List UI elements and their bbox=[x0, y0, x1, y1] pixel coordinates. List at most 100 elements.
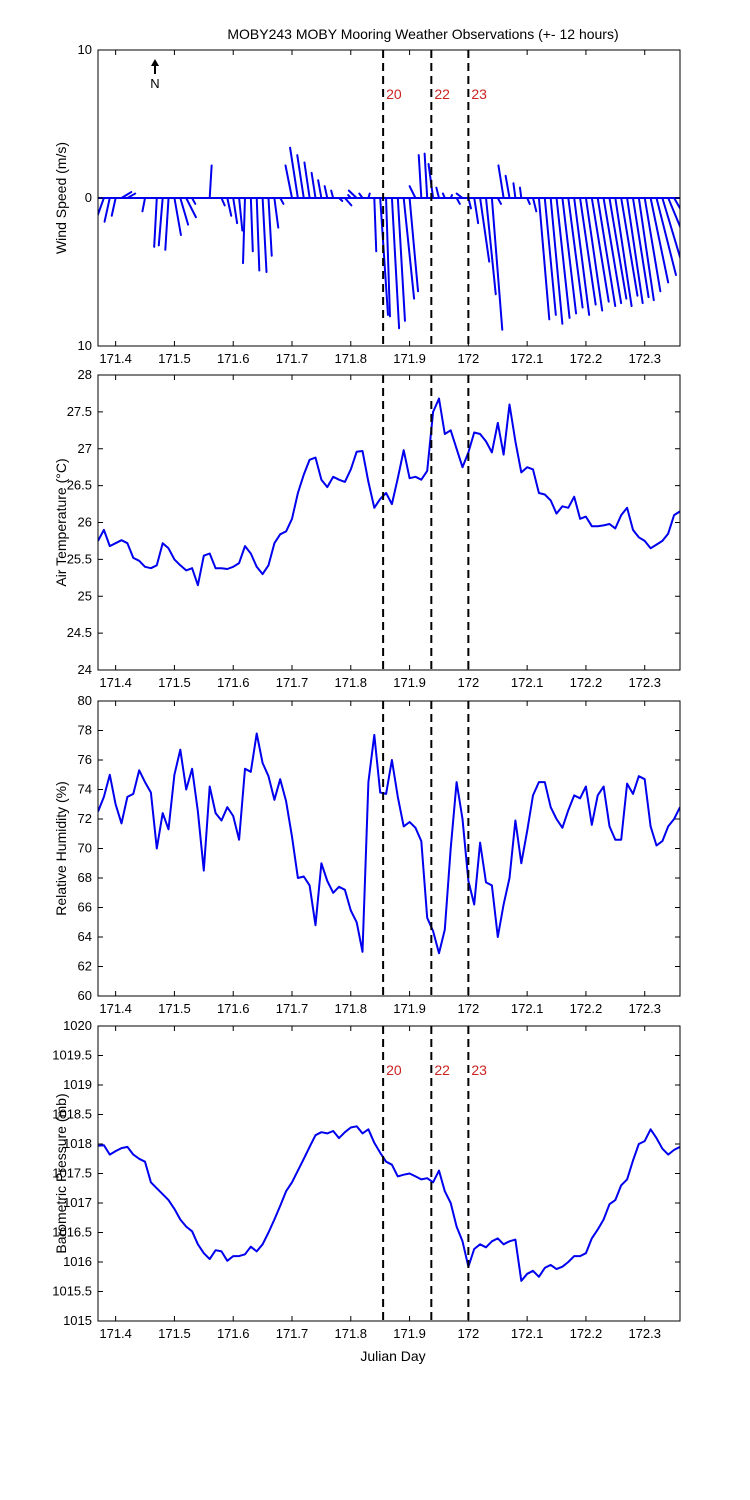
wind-vector bbox=[504, 174, 511, 199]
wind-vector bbox=[620, 197, 639, 297]
x-tick-label: 172.3 bbox=[628, 351, 661, 366]
x-tick-label: 171.9 bbox=[393, 351, 426, 366]
wind-vector bbox=[479, 197, 491, 263]
wind-vector bbox=[455, 192, 464, 199]
x-tick-label: 172.2 bbox=[570, 1326, 603, 1341]
wind-vector bbox=[379, 197, 389, 316]
y-tick-label: 1015 bbox=[63, 1313, 92, 1328]
wind-vector bbox=[296, 154, 305, 199]
north-arrowhead-icon bbox=[151, 59, 159, 66]
wind-vector bbox=[323, 185, 329, 199]
y-tick-label: 25.5 bbox=[67, 551, 92, 566]
y-axis-label: Air Temperature (°C) bbox=[53, 458, 69, 586]
wind-vector bbox=[567, 197, 584, 309]
y-tick-label: 1015.5 bbox=[52, 1284, 92, 1299]
wind-vector bbox=[249, 197, 254, 253]
wind-vector bbox=[343, 197, 353, 207]
event-label: 23 bbox=[471, 86, 487, 102]
y-tick-label: 25 bbox=[78, 588, 92, 603]
x-tick-label: 172 bbox=[458, 351, 480, 366]
event-label: 22 bbox=[434, 1062, 450, 1078]
wind-vector bbox=[455, 197, 461, 205]
y-tick-label: 62 bbox=[78, 959, 92, 974]
wind-vector bbox=[173, 197, 182, 236]
wind-vector bbox=[512, 182, 517, 199]
wind-vector bbox=[232, 197, 239, 225]
y-tick-label: 0 bbox=[85, 190, 92, 205]
x-tick-label: 172.3 bbox=[628, 675, 661, 690]
wind-vector bbox=[596, 197, 617, 308]
wind-vector bbox=[220, 197, 226, 207]
y-tick-label: 1018.5 bbox=[52, 1107, 92, 1122]
wind-vector bbox=[310, 171, 317, 199]
y-axis-label: Barometric Pressure (mb) bbox=[53, 1093, 69, 1253]
wind-vector bbox=[179, 197, 190, 226]
wind-vector bbox=[157, 197, 164, 247]
x-tick-label: 171.7 bbox=[276, 675, 309, 690]
plot-frame bbox=[97, 49, 681, 347]
wind-vector bbox=[526, 197, 531, 205]
x-tick-label: 172.3 bbox=[628, 1001, 661, 1016]
wind-vector bbox=[473, 197, 480, 225]
wind-vector bbox=[655, 197, 677, 276]
x-tick-label: 171.4 bbox=[99, 1326, 132, 1341]
x-tick-label: 171.7 bbox=[276, 1001, 309, 1016]
wind-vector bbox=[441, 192, 446, 199]
x-tick-label: 171.9 bbox=[393, 675, 426, 690]
panel-3: 60 62 64 66 68 70 72 74 76 78 80 171.4 171.5 171.6 171… bbox=[53, 693, 681, 1016]
x-tick-label: 171.7 bbox=[276, 351, 309, 366]
wind-vector bbox=[408, 185, 417, 199]
y-tick-label: 68 bbox=[78, 870, 92, 885]
north-label: N bbox=[150, 76, 159, 91]
wind-vector bbox=[643, 197, 662, 293]
y-tick-label: 1019 bbox=[63, 1077, 92, 1092]
y-tick-label: 10 bbox=[78, 42, 92, 57]
y-tick-label: 72 bbox=[78, 811, 92, 826]
event-label: 20 bbox=[386, 86, 402, 102]
x-tick-label: 172.2 bbox=[570, 1001, 603, 1016]
x-tick-label: 171.5 bbox=[158, 675, 191, 690]
x-tick-label: 171.9 bbox=[393, 1326, 426, 1341]
wind-vector bbox=[267, 197, 273, 257]
y-tick-label: 74 bbox=[78, 782, 92, 797]
x-tick-label: 172.1 bbox=[511, 351, 544, 366]
x-axis-label: Julian Day bbox=[360, 1348, 425, 1364]
x-tick-label: 171.4 bbox=[99, 1001, 132, 1016]
wind-vector bbox=[208, 164, 213, 199]
wind-vector bbox=[637, 197, 655, 302]
wind-vector bbox=[238, 197, 244, 232]
wind-vector bbox=[614, 197, 633, 308]
wind-vector bbox=[485, 197, 497, 296]
wind-vector bbox=[543, 197, 557, 316]
y-tick-label: 70 bbox=[78, 841, 92, 856]
x-tick-label: 171.4 bbox=[99, 351, 132, 366]
wind-vector bbox=[555, 197, 571, 319]
x-tick-label: 172.2 bbox=[570, 351, 603, 366]
wind-vector bbox=[561, 197, 578, 315]
y-tick-label: 24.5 bbox=[67, 625, 92, 640]
wind-vector bbox=[338, 197, 344, 202]
figure-title: MOBY243 MOBY Mooring Weather Observation… bbox=[227, 26, 618, 42]
wind-vector bbox=[110, 197, 117, 217]
wind-vector bbox=[347, 194, 352, 199]
event-label: 22 bbox=[434, 86, 450, 102]
x-tick-label: 172.1 bbox=[511, 1001, 544, 1016]
x-tick-label: 171.8 bbox=[335, 1001, 368, 1016]
x-tick-label: 171.7 bbox=[276, 1326, 309, 1341]
x-tick-label: 171.6 bbox=[217, 351, 250, 366]
wind-vector bbox=[497, 164, 505, 199]
wind-vector bbox=[358, 192, 364, 199]
wind-vector bbox=[417, 154, 423, 199]
y-tick-label: 27.5 bbox=[67, 404, 92, 419]
y-tick-label: 78 bbox=[78, 723, 92, 738]
y-tick-label: 1017.5 bbox=[52, 1166, 92, 1181]
wind-vector bbox=[631, 197, 650, 299]
wind-vector bbox=[537, 197, 551, 321]
y-tick-label: 26 bbox=[78, 515, 92, 530]
wind-vector bbox=[518, 186, 523, 199]
wind-vector bbox=[608, 197, 628, 300]
wind-vector bbox=[153, 197, 158, 248]
y-tick-label: 1017 bbox=[63, 1195, 92, 1210]
wind-vector bbox=[490, 197, 504, 331]
